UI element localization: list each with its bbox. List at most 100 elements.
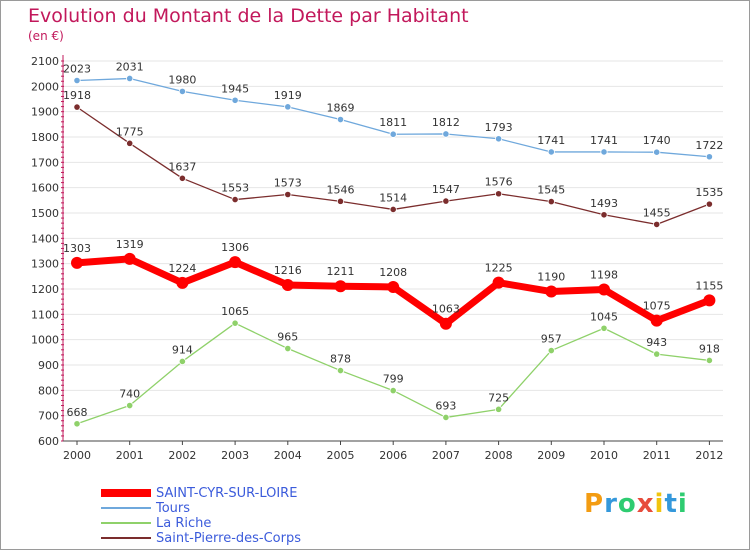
data-label: 693: [435, 399, 456, 412]
data-point: [494, 135, 503, 143]
data-label: 1812: [432, 116, 460, 129]
data-point: [123, 252, 136, 265]
y-tick-label: 1200: [31, 283, 59, 296]
data-point: [178, 357, 186, 366]
data-point: [284, 103, 292, 111]
data-point: [600, 211, 608, 219]
x-tick-label: 2003: [221, 449, 249, 462]
y-tick-label: 1600: [31, 182, 59, 195]
data-point: [442, 197, 450, 205]
data-label: 725: [488, 391, 509, 404]
x-tick-label: 2004: [274, 449, 302, 462]
data-label: 1065: [221, 305, 249, 318]
legend-swatch: [101, 522, 151, 524]
data-point: [494, 405, 503, 413]
data-label: 1553: [221, 182, 249, 195]
logo-letter: x: [636, 489, 655, 519]
data-label: 1793: [485, 121, 513, 134]
x-tick-label: 2009: [537, 449, 565, 462]
x-tick-label: 2000: [63, 449, 91, 462]
data-label: 1190: [537, 271, 565, 284]
data-label: 1980: [168, 73, 196, 86]
y-tick-label: 1100: [31, 308, 59, 321]
data-label: 1918: [63, 89, 91, 102]
data-label: 965: [277, 331, 298, 344]
data-label: 918: [699, 342, 720, 355]
data-point: [653, 220, 661, 228]
logo-letter: i: [677, 489, 688, 519]
data-point: [231, 319, 239, 327]
data-label: 1545: [537, 184, 565, 197]
y-tick-label: 1800: [31, 131, 59, 144]
data-point: [73, 103, 81, 111]
series-la-riche: 668 740 914 1065 965 878 799 693 725 957 1045 943 91…: [67, 305, 720, 428]
data-point: [126, 139, 134, 147]
x-tick-label: 2006: [379, 449, 407, 462]
data-label: 1211: [327, 265, 355, 278]
y-tick-label: 2100: [31, 55, 59, 68]
data-label: 2031: [116, 60, 144, 73]
data-label: 1573: [274, 177, 302, 190]
data-label: 668: [67, 406, 88, 419]
chart-subtitle: (en €): [28, 29, 64, 43]
legend-label: Tours: [156, 501, 191, 516]
data-label: 1306: [221, 241, 249, 254]
data-label: 1216: [274, 264, 302, 277]
data-point: [126, 74, 134, 83]
data-point: [73, 76, 81, 85]
y-tick-label: 800: [38, 384, 59, 397]
data-point: [336, 115, 345, 124]
data-label: 1063: [432, 303, 460, 316]
data-label: 1741: [537, 134, 565, 147]
y-tick-label: 900: [38, 359, 59, 372]
data-label: 1741: [590, 134, 618, 147]
data-point: [231, 195, 239, 204]
y-tick-label: 1400: [31, 232, 59, 245]
data-point: [284, 344, 292, 353]
data-point: [653, 148, 661, 156]
data-label: 1945: [221, 82, 249, 95]
data-point: [126, 401, 134, 410]
data-label: 799: [383, 373, 404, 386]
series-saint-pierre-des-corps: 1918 1775 1637 1553 1573 1546 1514 1547 1576 1545…: [63, 89, 723, 228]
data-label: 1919: [274, 89, 302, 102]
data-label: 1811: [379, 116, 407, 129]
data-label: 1535: [695, 186, 723, 199]
data-point: [387, 280, 400, 293]
logo-letter: P: [584, 489, 605, 519]
data-point: [494, 190, 503, 198]
logo-letter: r: [604, 489, 618, 519]
data-point: [705, 200, 714, 208]
data-label: 1576: [485, 176, 513, 189]
x-tick-label: 2011: [643, 449, 671, 462]
data-point: [281, 278, 294, 291]
data-point: [71, 256, 83, 269]
x-tick-label: 2010: [590, 449, 618, 462]
data-point: [547, 198, 555, 206]
legend-label: SAINT-CYR-SUR-LOIRE: [156, 486, 298, 501]
data-label: 1045: [590, 310, 618, 323]
legend-swatch: [101, 537, 151, 539]
series-tours: 2023 2031 1980 1945 1919 1869 1811 1812 1793 1741…: [63, 60, 723, 161]
y-tick-label: 1700: [31, 156, 59, 169]
chart-title: Evolution du Montant de la Dette par Hab…: [28, 5, 469, 27]
data-point: [231, 96, 239, 104]
data-point: [178, 87, 186, 96]
logo-letter: i: [654, 489, 665, 519]
data-label: 1637: [168, 160, 196, 173]
data-point: [336, 197, 345, 205]
logo-letter: o: [617, 489, 637, 519]
data-label: 914: [172, 343, 193, 356]
data-point: [653, 350, 661, 358]
proxiti-logo: Proxiti: [584, 489, 688, 519]
data-label: 1547: [432, 183, 460, 196]
data-point: [705, 356, 714, 365]
data-label: 878: [330, 353, 351, 366]
y-tick-label: 1300: [31, 258, 59, 271]
y-tick-label: 2000: [31, 80, 59, 93]
y-tick-label: 1000: [31, 334, 59, 347]
data-label: 1319: [116, 238, 144, 251]
data-label: 1224: [168, 262, 196, 275]
data-point: [178, 174, 186, 182]
data-label: 1303: [63, 242, 91, 255]
